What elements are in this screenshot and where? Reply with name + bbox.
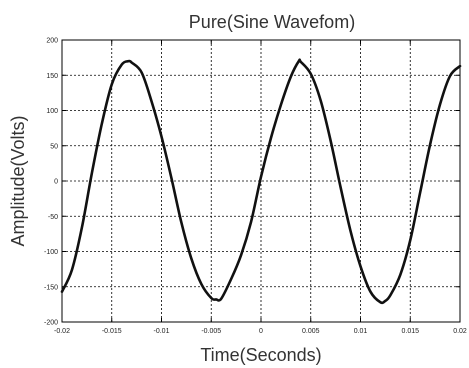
- y-tick-label: -150: [44, 284, 58, 291]
- y-tick-label: 0: [54, 179, 58, 186]
- y-tick-label: -100: [44, 249, 58, 256]
- y-tick-label: 100: [46, 108, 58, 115]
- x-tick-label: -0.01: [154, 328, 170, 335]
- x-tick-label: 0.02: [453, 328, 467, 335]
- x-tick-label: -0.005: [201, 328, 221, 335]
- x-tick-label: 0.01: [354, 328, 368, 335]
- x-tick-label: 0.015: [401, 328, 419, 335]
- sine-wave-line: [60, 58, 462, 305]
- x-tick-label: 0.005: [302, 328, 320, 335]
- x-tick-label: -0.015: [102, 328, 122, 335]
- y-tick-label: -200: [44, 320, 58, 327]
- x-axis-ticks: -0.02 -0.015 -0.01 -0.005 0 0.005 0.01 0.015 0.0…: [54, 40, 467, 335]
- y-tick-label: -50: [48, 214, 58, 221]
- x-tick-label: -0.02: [54, 328, 70, 335]
- y-tick-label: 200: [46, 38, 58, 45]
- y-axis-label: Amplitude(Volts): [8, 115, 28, 246]
- x-axis-label: Time(Seconds): [200, 345, 321, 365]
- series-layer: [60, 58, 462, 305]
- y-tick-label: 150: [46, 73, 58, 80]
- y-tick-label: 50: [50, 143, 58, 150]
- x-tick-label: 0: [259, 328, 263, 335]
- chart-title: Pure(Sine Wavefom): [189, 12, 355, 32]
